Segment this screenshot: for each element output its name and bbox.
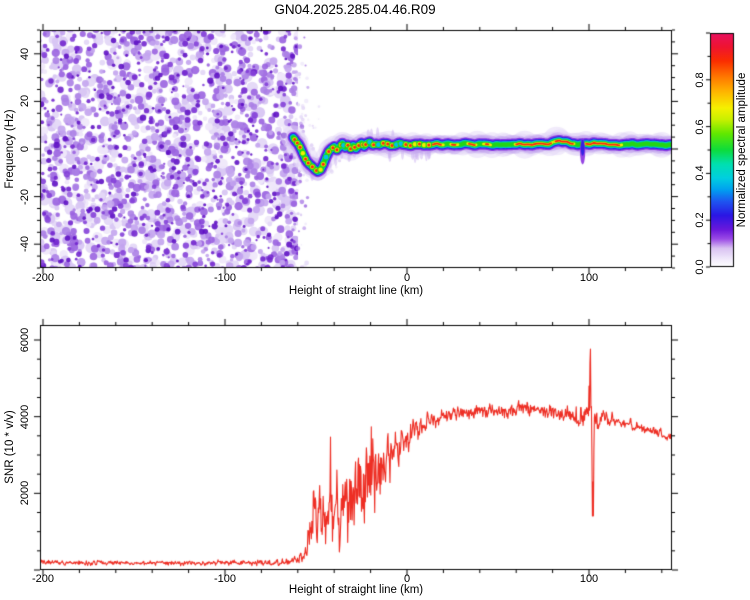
spectrogram-ytick-label: -20 [19,188,31,205]
spectrogram-xaxis-title: Height of straight line (km) [288,285,424,297]
snr-xtick-label: -200 [31,573,55,585]
spectrogram-ytick-label: -40 [19,236,31,253]
snr-ytick-label: 2000 [19,481,31,506]
colorbar-tick-label: 0.8 [694,72,706,88]
spectrogram-xtick-label: -100 [213,272,237,284]
spectrogram-xtick-label: 0 [403,272,411,284]
spectrogram-yaxis-title: Frequency (Hz) [4,109,16,189]
snr-ytick-label: 6000 [19,327,31,353]
figure-title: GN04.2025.285.04.46.R09 [274,2,436,17]
snr-xaxis-title: Height of straight line (km) [288,584,424,596]
colorbar-tick-label: 0.0 [694,259,706,275]
colorbar-tick-label: 0.6 [694,118,706,135]
snr-xtick-label: 0 [403,573,411,585]
colorbar-title: Normalized spectral amplitude [736,72,748,228]
colorbar-tick-label: 0.4 [694,165,706,182]
spectrogram-ytick-label: 20 [19,95,31,108]
colorbar-tick-label: 0.2 [694,212,706,228]
spectrogram-xtick-label: -200 [31,272,55,284]
snr-xtick-label: -100 [213,573,237,585]
snr-ytick-label: 4000 [19,404,31,429]
spectrogram-xtick-label: 100 [579,272,599,284]
spectrogram-ytick-label: 0 [19,145,31,153]
snr-xtick-label: 100 [579,573,599,585]
snr-yaxis-title: SNR (10 * v/v) [4,410,16,484]
spectrogram-ytick-label: 40 [19,47,31,60]
